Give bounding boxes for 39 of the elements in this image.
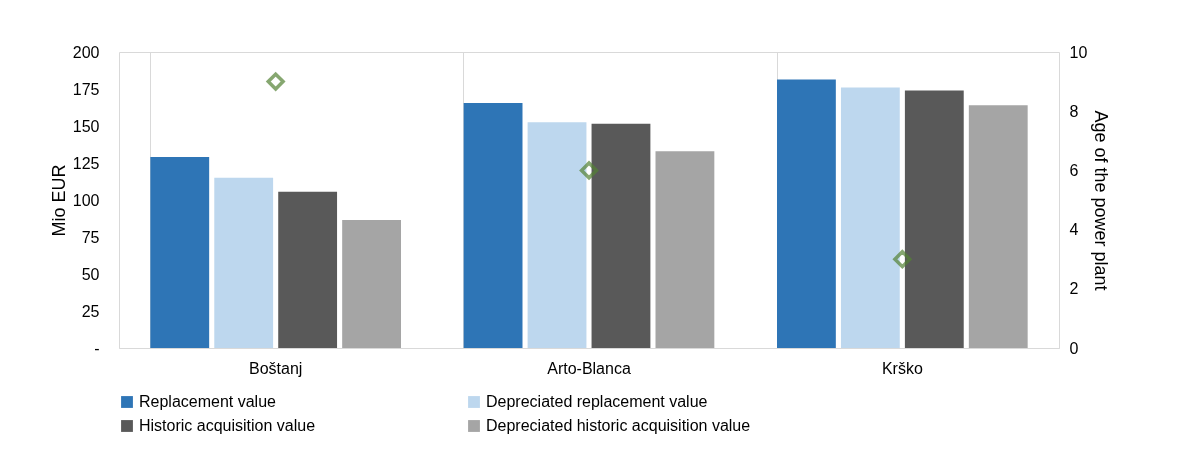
legend-label: Depreciated replacement value (486, 393, 708, 410)
bar (463, 103, 523, 348)
bar (591, 123, 651, 348)
y-tick-label: 75 (81, 228, 100, 246)
x-tick-label: Boštanj (248, 359, 303, 377)
x-tick-label: Arto-Blanca (547, 359, 631, 377)
y-tick-label: 50 (81, 265, 100, 283)
bar (214, 177, 274, 348)
y-tick-label: 200 (72, 43, 100, 61)
y2-tick-label: 2 (1069, 280, 1079, 298)
y-tick-label: 25 (81, 302, 100, 320)
legend-label: Historic acquisition value (139, 417, 316, 434)
y2-tick-label: 10 (1069, 43, 1088, 61)
bar (527, 122, 587, 348)
y-tick-label: 175 (72, 80, 100, 98)
y2-tick-label: 6 (1069, 161, 1079, 179)
x-tick-label: Krško (881, 359, 923, 377)
bar (904, 90, 964, 348)
bar (968, 105, 1028, 348)
y-axis-title: Mio EUR (48, 164, 69, 237)
y2-tick-label: 0 (1069, 339, 1079, 357)
y2-tick-label: 4 (1069, 221, 1079, 239)
bar (278, 191, 338, 348)
point (266, 72, 285, 91)
y-tick-label: - (94, 339, 100, 357)
y2-axis-title: Age of the power plant (1091, 110, 1112, 291)
y2-tick-label: 8 (1069, 102, 1079, 120)
y-tick-label: 100 (72, 191, 100, 209)
point (893, 250, 912, 269)
y-tick-label: 150 (72, 117, 100, 135)
y-tick-label: 125 (72, 154, 100, 172)
legend-label: Depreciated historic acquisition value (486, 417, 751, 434)
legend-label: Replacement value (139, 393, 277, 410)
bar (840, 87, 900, 348)
bar (150, 157, 210, 348)
bar (655, 151, 715, 348)
bar (777, 79, 836, 348)
bar (342, 219, 401, 348)
point (579, 161, 599, 180)
